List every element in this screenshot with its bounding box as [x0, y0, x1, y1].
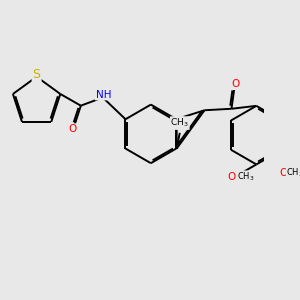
Text: O: O	[232, 79, 240, 89]
Text: S: S	[33, 68, 41, 82]
Text: O: O	[279, 168, 287, 178]
Text: CH$_3$: CH$_3$	[286, 167, 300, 179]
Text: CH$_3$: CH$_3$	[170, 117, 189, 129]
Text: O: O	[228, 172, 236, 182]
Text: CH$_3$: CH$_3$	[237, 171, 255, 183]
Text: O: O	[175, 117, 183, 127]
Text: O: O	[69, 124, 77, 134]
Text: NH: NH	[96, 90, 111, 100]
